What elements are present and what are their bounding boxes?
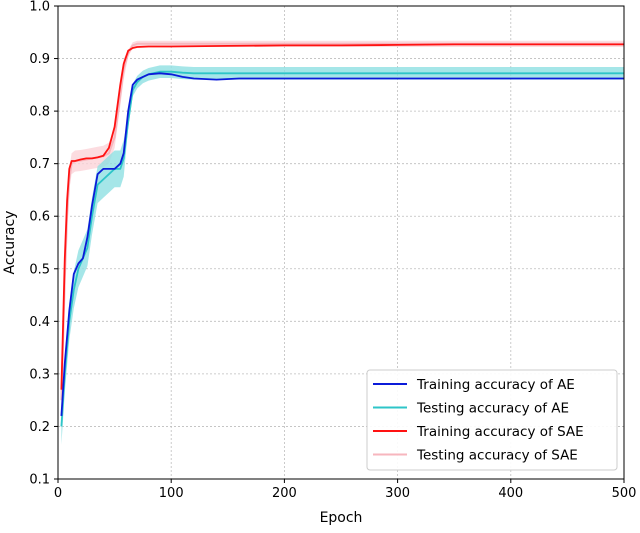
x-tick-label: 200	[272, 486, 297, 501]
legend-label: Training accuracy of AE	[416, 377, 575, 393]
plot-area-frame	[57, 5, 625, 480]
legend-label: Testing accuracy of AE	[416, 401, 569, 417]
axis-ticks: 0 100 200 300 400 500 0.1 0.2 0.3 0.4 0.5 0.6 0.7 0.8…	[29, 0, 636, 501]
y-tick-label: 0.1	[29, 473, 50, 488]
series-lines	[60, 42, 624, 427]
x-tick-label: 400	[498, 486, 523, 501]
y-tick-label: 0.5	[29, 262, 50, 277]
y-tick-label: 0.3	[29, 367, 50, 382]
testing-sae-band	[61, 40, 624, 411]
x-tick-label: 300	[385, 486, 410, 501]
x-tick-label: 100	[159, 486, 184, 501]
series-line-train-sae	[60, 43, 624, 390]
x-axis-label: Epoch	[320, 510, 363, 526]
legend-box	[366, 369, 618, 471]
legend-label: Testing accuracy of SAE	[416, 448, 578, 464]
y-tick-label: 0.6	[29, 210, 50, 225]
y-tick-label: 0.2	[29, 420, 50, 435]
x-tick-label: 500	[612, 486, 637, 501]
y-tick-label: 1.0	[29, 0, 50, 15]
y-tick-label: 0.7	[29, 157, 50, 172]
series-line-train-ae	[60, 72, 624, 416]
series-line-test-sae	[60, 42, 624, 401]
y-tick-label: 0.4	[29, 315, 50, 330]
y-tick-label: 0.8	[29, 105, 50, 120]
x-tick-label: 0	[54, 486, 62, 501]
y-axis-label: Accuracy	[2, 211, 18, 275]
legend-label: Training accuracy of SAE	[416, 424, 584, 440]
y-tick-label: 0.9	[29, 52, 50, 67]
legend: Training accuracy of AE Testing accuracy …	[366, 369, 618, 471]
